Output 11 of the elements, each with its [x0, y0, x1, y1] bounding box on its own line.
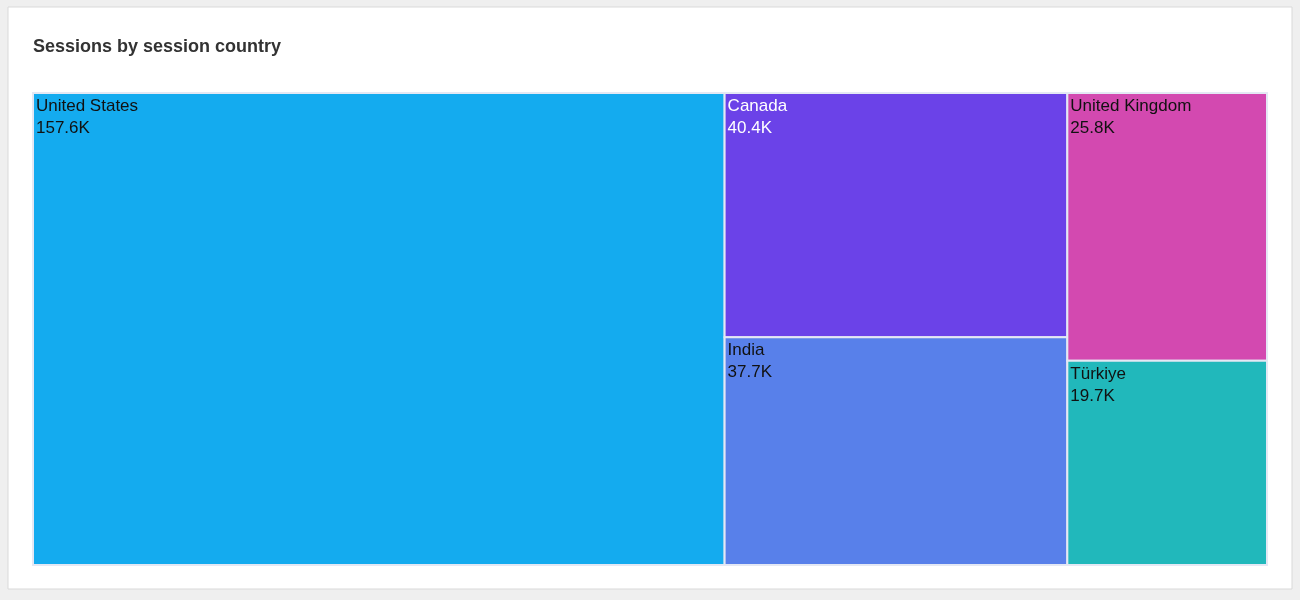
category-label: United States [36, 96, 139, 115]
category-label: United Kingdom [1070, 96, 1192, 115]
category-label: Türkiye [1070, 363, 1127, 383]
category-label: Canada [727, 96, 788, 115]
data-label: 157.6K [36, 118, 91, 138]
data-label: 19.7K [1070, 385, 1116, 405]
data-label: 37.7K [727, 362, 773, 382]
data-label: 25.8K [1070, 118, 1116, 138]
text: Sessions by session country [33, 36, 282, 57]
data-label: 40.4K [727, 118, 773, 138]
category-label: India [727, 340, 766, 360]
